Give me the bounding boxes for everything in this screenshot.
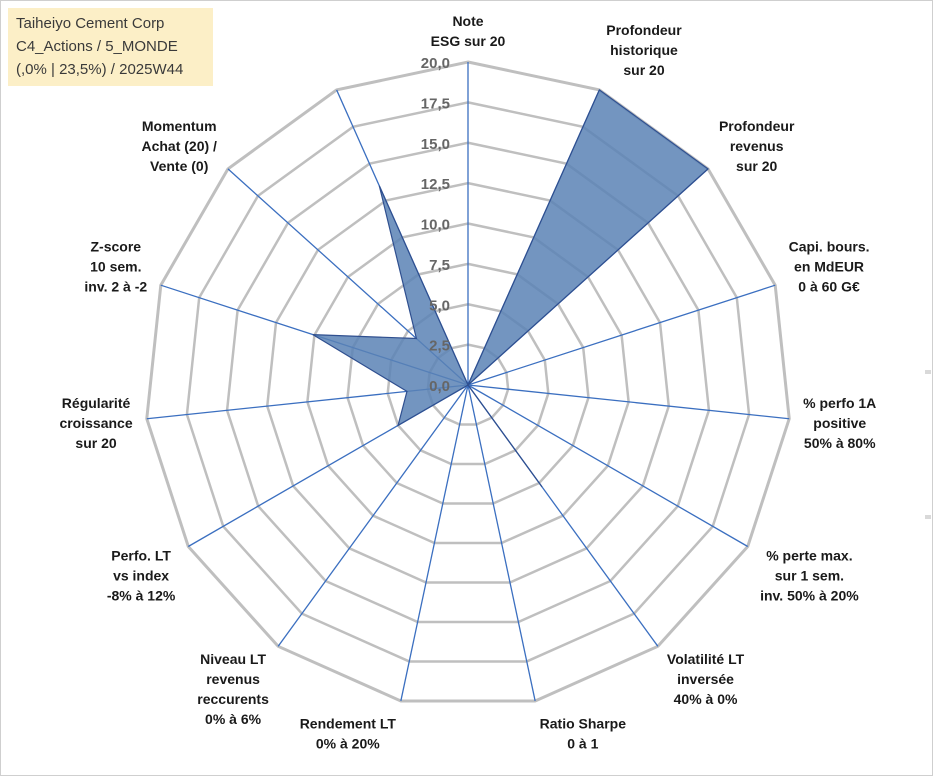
frame-handle (925, 515, 931, 519)
axis-label-group: % perfo 1A positive 50% à 80% (803, 395, 876, 451)
axis-spoke (400, 384, 469, 702)
axis-label: 0 à 60 G€ (798, 278, 860, 294)
company-name: Taiheiyo Cement Corp (16, 15, 165, 32)
axis-label: Momentum (142, 118, 217, 134)
axis-label: 50% à 80% (804, 435, 876, 451)
tick-label: 20,0 (421, 55, 450, 72)
tick-label: 0,0 (429, 378, 450, 395)
axis-label: revenus (730, 138, 784, 154)
axis-label: inv. 2 à -2 (84, 278, 147, 294)
axis-label: historique (610, 42, 678, 58)
axis-spoke (467, 284, 776, 386)
axis-label-group: Rendement LT 0% à 20% (300, 716, 397, 752)
axis-spoke (467, 384, 790, 420)
axis-label: Achat (20) / (141, 138, 217, 154)
axis-label: 0 à 1 (567, 736, 598, 752)
axis-spoke (467, 384, 536, 702)
axis-label: revenus (206, 671, 260, 687)
axis-label: ESG sur 20 (431, 33, 506, 49)
axis-label: Profondeur (719, 118, 795, 134)
axis-label: sur 20 (75, 435, 116, 451)
axis-label: inv. 50% à 20% (760, 588, 859, 604)
axis-label: Z-score (91, 238, 142, 254)
axis-label: positive (813, 415, 866, 431)
axis-label: Note (452, 13, 483, 29)
axis-label-group: Capi. bours. en MdEUR 0 à 60 G€ (789, 238, 870, 294)
axis-label: en MdEUR (794, 258, 864, 274)
axis-label: Profondeur (606, 22, 682, 38)
axis-label: 40% à 0% (674, 691, 738, 707)
axis-label: Niveau LT (200, 651, 266, 667)
tick-label: 15,0 (421, 136, 450, 153)
grid-ring (185, 101, 751, 663)
axis-label: 0% à 6% (205, 711, 262, 727)
grid-ring (225, 141, 711, 624)
grid-ring (306, 222, 630, 545)
portfolio-name: C4_Actions / 5_MONDE (16, 38, 178, 55)
axis-label-group: Niveau LT revenus reccurents 0% à 6% (197, 651, 269, 727)
axis-label: Vente (0) (150, 158, 208, 174)
axis-label: Rendement LT (300, 716, 397, 732)
axis-label-group: Perfo. LT vs index -8% à 12% (107, 548, 176, 604)
axis-label-group: Note ESG sur 20 (431, 13, 506, 49)
axis-label: 0% à 20% (316, 736, 380, 752)
tick-label: 5,0 (429, 297, 450, 314)
tick-label: 2,5 (429, 338, 450, 355)
tick-label: 12,5 (421, 176, 450, 193)
axis-label: vs index (113, 568, 169, 584)
axis-label: sur 1 sem. (775, 568, 844, 584)
axis-label: 10 sem. (90, 258, 141, 274)
axis-label: % perte max. (766, 548, 852, 564)
frame-handle (925, 370, 931, 374)
tick-label: 17,5 (421, 95, 450, 112)
axis-label: Capi. bours. (789, 238, 870, 254)
axis-label: sur 20 (623, 62, 664, 78)
axis-label-group: Momentum Achat (20) / Vente (0) (141, 118, 217, 174)
axis-label-group: Z-score 10 sem. inv. 2 à -2 (84, 238, 147, 294)
tick-label: 7,5 (429, 257, 450, 274)
axis-label: reccurents (197, 691, 269, 707)
axis-label-group: Profondeur revenus sur 20 (719, 118, 795, 174)
axis-label: Régularité (62, 395, 131, 411)
grid-ring (265, 181, 671, 584)
axis-label: croissance (59, 415, 132, 431)
axis-label: Ratio Sharpe (540, 716, 627, 732)
axis-label: -8% à 12% (107, 588, 176, 604)
radial-tick-labels: 0,0 2,5 5,0 7,5 10,0 12,5 15,0 17,5 20,0 (421, 55, 450, 395)
axis-labels: Note ESG sur 20 Profondeur historique sur 20… (59, 13, 876, 752)
axis-label: Perfo. LT (111, 548, 171, 564)
radar-series (312, 89, 709, 488)
axis-spoke (277, 384, 469, 647)
title-box: Taiheiyo Cement Corp C4_Actions / 5_MOND… (8, 8, 213, 86)
grid-ring (346, 262, 590, 505)
series-area (312, 89, 709, 488)
grid-ring (145, 60, 791, 703)
axis-label: inversée (677, 671, 734, 687)
axis-label-group: % perte max. sur 1 sem. inv. 50% à 20% (760, 548, 859, 604)
range-period: (,0% | 23,5%) / 2025W44 (16, 61, 184, 78)
axis-label-group: Volatilité LT inversée 40% à 0% (667, 651, 745, 707)
axis-label: % perfo 1A (803, 395, 876, 411)
axis-label-group: Régularité croissance sur 20 (59, 395, 132, 451)
axis-spoke (467, 384, 749, 548)
axis-label: sur 20 (736, 158, 777, 174)
axis-label-group: Ratio Sharpe 0 à 1 (540, 716, 627, 752)
axis-label: Volatilité LT (667, 651, 745, 667)
axis-label-group: Profondeur historique sur 20 (606, 22, 682, 78)
tick-label: 10,0 (421, 217, 450, 234)
